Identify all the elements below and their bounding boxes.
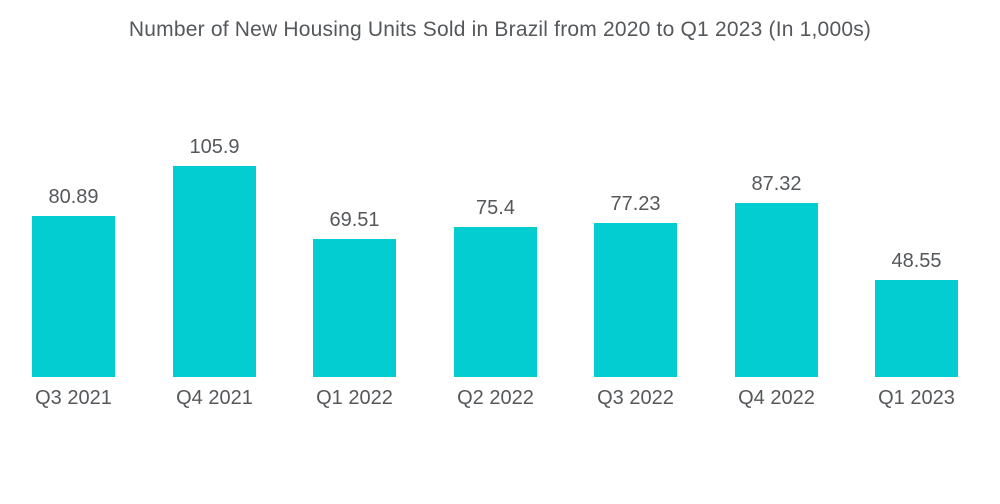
bar-q1-2023 bbox=[875, 280, 958, 377]
bar-q3-2022 bbox=[594, 223, 677, 377]
bar-category-label: Q4 2022 bbox=[738, 387, 815, 409]
chart-title: Number of New Housing Units Sold in Braz… bbox=[128, 18, 872, 41]
bar-q4-2021 bbox=[173, 166, 256, 377]
bar-q4-2022 bbox=[735, 203, 818, 377]
bar-category-label: Q3 2022 bbox=[597, 387, 674, 409]
bar-value-label: 77.23 bbox=[610, 193, 661, 215]
bar-value-label: 48.55 bbox=[891, 250, 942, 272]
bar-q3-2021 bbox=[32, 216, 115, 377]
bar-category-label: Q4 2021 bbox=[176, 387, 253, 409]
bar-value-label: 69.51 bbox=[329, 209, 380, 231]
bar-q1-2022 bbox=[313, 239, 396, 377]
bar-category-label: Q3 2021 bbox=[35, 387, 112, 409]
bar-q2-2022 bbox=[454, 227, 537, 377]
bar-value-label: 87.32 bbox=[751, 173, 802, 195]
bar-value-label: 105.9 bbox=[189, 136, 240, 158]
bar-value-label: 75.4 bbox=[476, 197, 515, 219]
bar-category-label: Q1 2022 bbox=[316, 387, 393, 409]
bar-category-label: Q2 2022 bbox=[457, 387, 534, 409]
bar-value-label: 80.89 bbox=[48, 186, 99, 208]
bar-category-label: Q1 2023 bbox=[878, 387, 955, 409]
